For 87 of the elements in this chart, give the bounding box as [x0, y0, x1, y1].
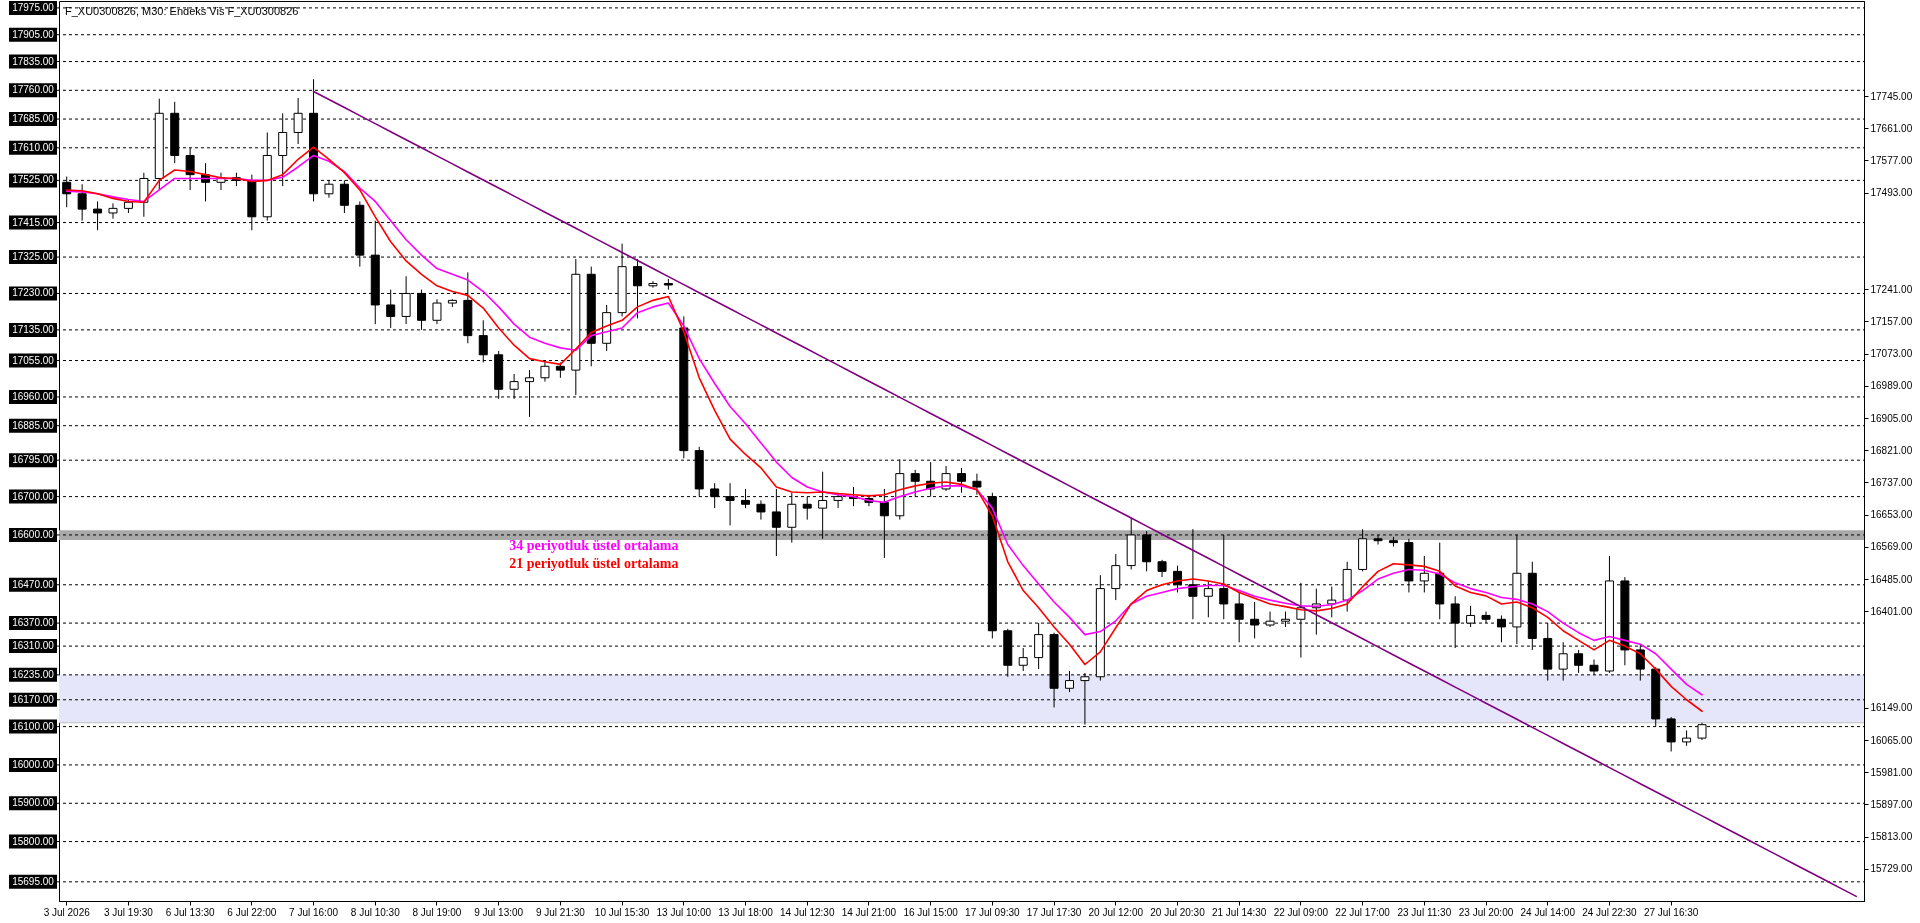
ref-line-label: 17325.00 — [12, 251, 55, 263]
y-tick-label: 17073.00 — [1870, 348, 1913, 360]
y-tick-label: 16821.00 — [1870, 444, 1913, 456]
candlestick — [1574, 649, 1584, 674]
ref-line-label: 17760.00 — [12, 84, 55, 96]
x-tick-label: 6 Jul 13:30 — [165, 906, 216, 918]
x-tick-label: 22 Jul 09:00 — [1273, 906, 1329, 918]
ref-line-label: 16600.00 — [12, 528, 55, 540]
text: 21 periyotluk üstel ortalama — [509, 556, 679, 572]
candlestick — [432, 298, 442, 325]
text: 34 periyotluk üstel ortalama — [509, 538, 679, 554]
chart-title: F_XU0300826, M30: Endeks Vis F_XU0300826 — [65, 4, 299, 17]
y-tick-label: 17745.00 — [1870, 90, 1913, 102]
y-tick-label: 17577.00 — [1870, 154, 1913, 166]
x-tick-label: 20 Jul 20:30 — [1150, 906, 1206, 918]
x-tick-label: 3 Jul 19:30 — [103, 906, 154, 918]
ref-line-label: 16310.00 — [12, 640, 55, 652]
x-tick-label: 3 Jul 2026 — [43, 906, 91, 918]
x-tick-label: 9 Jul 13:00 — [474, 906, 524, 918]
x-tick-label: 9 Jul 21:30 — [535, 906, 586, 918]
ref-line-label: 17415.00 — [12, 216, 55, 228]
ref-line-label: 16885.00 — [12, 419, 55, 431]
x-tick-label: 8 Jul 19:00 — [412, 906, 462, 918]
candlestick — [957, 467, 966, 494]
y-tick-label: 16989.00 — [1870, 380, 1913, 392]
y-tick-label: 15981.00 — [1870, 766, 1913, 778]
x-tick-label: 14 Jul 12:30 — [779, 906, 835, 918]
candlestick — [1327, 586, 1337, 618]
x-tick-label: 17 Jul 17:30 — [1026, 906, 1082, 918]
x-tick-label: 24 Jul 22:30 — [1582, 906, 1638, 918]
ref-line-label: 17230.00 — [12, 287, 55, 299]
candlestick — [648, 280, 658, 289]
ref-line-label: 16960.00 — [12, 390, 55, 402]
y-tick-label: 15897.00 — [1870, 798, 1913, 810]
y-tick-label: 16065.00 — [1870, 734, 1913, 746]
x-tick-label: 6 Jul 22:00 — [227, 906, 277, 918]
candlestick — [1496, 614, 1506, 643]
line-series — [312, 90, 1858, 898]
x-tick-label: 13 Jul 18:00 — [718, 906, 774, 918]
ref-line-label: 17135.00 — [12, 323, 55, 335]
x-tick-label: 20 Jul 12:00 — [1088, 906, 1144, 918]
ref-line-label: 17055.00 — [12, 354, 55, 366]
x-tick-label: 22 Jul 17:00 — [1335, 906, 1391, 918]
x-tick-label: 7 Jul 16:00 — [289, 906, 339, 918]
ref-line-label: 17685.00 — [12, 113, 55, 125]
ref-line-label: 15800.00 — [12, 835, 55, 847]
candlestick — [108, 202, 118, 220]
candlestick — [756, 499, 766, 521]
ref-line-label: 16370.00 — [12, 617, 55, 629]
ref-line-label: 16235.00 — [12, 668, 55, 680]
ref-line-label: 16470.00 — [12, 578, 55, 590]
ref-line-label: 17975.00 — [12, 1, 55, 13]
ref-line-label: 16170.00 — [12, 693, 55, 705]
y-tick-label: 17241.00 — [1870, 283, 1913, 295]
x-tick-label: 27 Jul 16:30 — [1643, 906, 1699, 918]
y-tick-label: 16569.00 — [1870, 541, 1913, 553]
ref-line-label: 17835.00 — [12, 55, 55, 67]
x-tick-label: 17 Jul 09:30 — [965, 906, 1021, 918]
x-tick-label: 24 Jul 14:00 — [1520, 906, 1576, 918]
ref-line-label: 15695.00 — [12, 875, 55, 887]
y-tick-label: 16905.00 — [1870, 412, 1913, 424]
y-tick-label: 15729.00 — [1870, 863, 1913, 875]
y-tick-label: 16653.00 — [1870, 509, 1913, 521]
y-tick-label: 16401.00 — [1870, 605, 1913, 617]
y-tick-label: 15813.00 — [1870, 831, 1913, 843]
x-tick-label: 10 Jul 15:30 — [594, 906, 650, 918]
ref-line-label: 17610.00 — [12, 141, 55, 153]
x-tick-label: 14 Jul 21:00 — [841, 906, 897, 918]
y-tick-label: 17157.00 — [1870, 315, 1913, 327]
ref-line-label: 16000.00 — [12, 758, 55, 770]
y-tick-label: 16485.00 — [1870, 573, 1913, 585]
ref-line-label: 16795.00 — [12, 454, 55, 466]
y-tick-label: 17493.00 — [1870, 187, 1913, 199]
x-tick-label: 13 Jul 10:00 — [656, 906, 712, 918]
x-tick-label: 23 Jul 20:00 — [1458, 906, 1514, 918]
x-tick-label: 21 Jul 14:30 — [1211, 906, 1267, 918]
y-tick-label: 16149.00 — [1870, 702, 1913, 714]
ref-line-label: 17905.00 — [12, 28, 55, 40]
x-tick-label: 16 Jul 15:00 — [903, 906, 959, 918]
ref-line-label: 16100.00 — [12, 720, 55, 732]
ref-line-label: 15900.00 — [12, 797, 55, 809]
ref-line-label: 17525.00 — [12, 174, 55, 186]
y-tick-label: 17661.00 — [1870, 122, 1913, 134]
x-tick-label: 23 Jul 11:30 — [1397, 906, 1452, 918]
y-tick-label: 16737.00 — [1870, 476, 1913, 488]
x-tick-label: 8 Jul 10:30 — [350, 906, 401, 918]
ref-line-label: 16700.00 — [12, 490, 55, 502]
